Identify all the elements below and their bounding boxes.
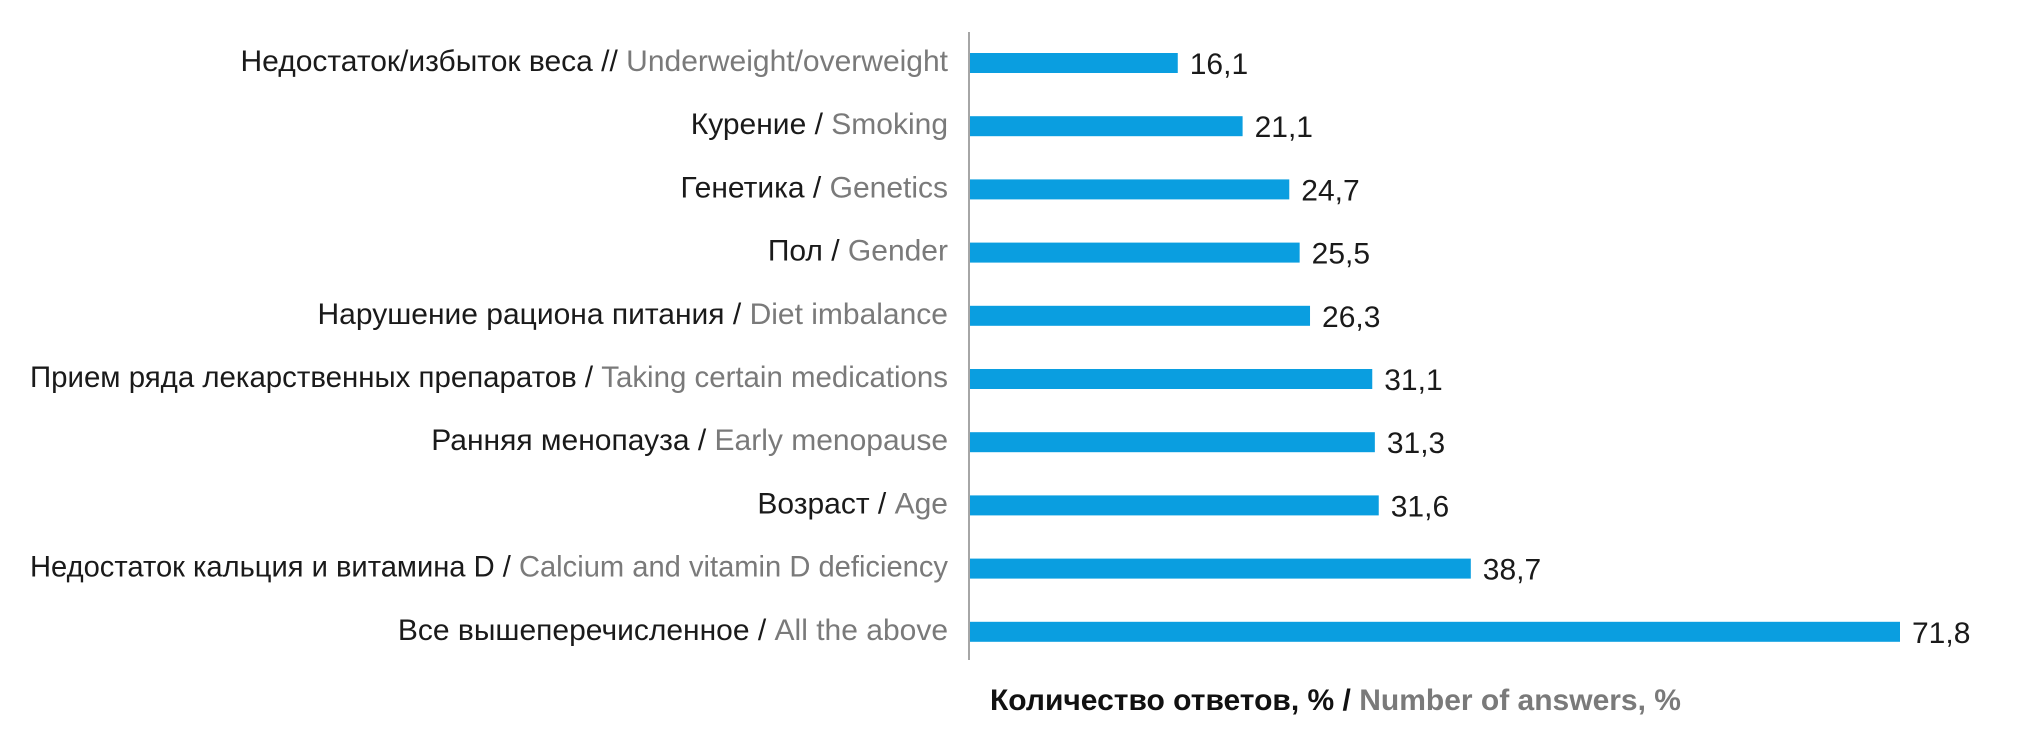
category-label: Все вышеперечисленное / All the above: [398, 614, 948, 647]
category-label-ru: Недостаток кальция и витамина D: [30, 551, 495, 584]
category-label-separator: /: [577, 361, 602, 394]
category-label: Ранняя менопауза / Early menopause: [431, 424, 948, 457]
category-label: Пол / Gender: [768, 235, 948, 268]
category-label-ru: Нарушение рациона питания: [318, 298, 725, 331]
category-label-en: All the above: [775, 614, 948, 647]
category-label-separator: /: [725, 298, 750, 331]
bars-group: [969, 53, 1900, 642]
category-label: Недостаток/избыток веса // Underweight/o…: [241, 45, 949, 78]
category-labels-group: Недостаток/избыток веса // Underweight/o…: [30, 45, 949, 647]
category-label-en: Genetics: [830, 171, 948, 204]
category-label-separator: /: [495, 551, 519, 584]
category-label-ru: Генетика: [680, 171, 804, 204]
bar-value-label: 16,1: [1190, 48, 1248, 81]
bar-value-label: 31,3: [1387, 427, 1445, 460]
category-label-separator: /: [805, 171, 830, 204]
category-label-ru: Недостаток/избыток веса: [241, 45, 594, 78]
category-label-en: Gender: [848, 235, 948, 268]
category-label-en: Diet imbalance: [750, 298, 948, 331]
bar-value-label: 31,1: [1384, 364, 1442, 397]
bar-value-label: 26,3: [1322, 301, 1380, 334]
category-label-en: Taking certain medications: [601, 361, 948, 394]
category-label-en: Early menopause: [715, 424, 948, 457]
category-label-ru: Прием ряда лекарственных препаратов: [30, 361, 577, 394]
bar: [969, 558, 1471, 579]
category-label-ru: Пол: [768, 235, 823, 268]
category-label-separator: /: [823, 235, 848, 268]
bar: [969, 369, 1373, 389]
category-label-ru: Курение: [691, 108, 807, 141]
bar: [969, 242, 1300, 263]
category-label-separator: //: [593, 45, 626, 78]
category-label-en: Underweight/overweight: [626, 45, 949, 78]
bar: [969, 305, 1311, 326]
bar: [969, 495, 1379, 516]
bar: [969, 621, 1900, 642]
bar-value-label: 24,7: [1301, 174, 1359, 207]
category-label-en: Age: [895, 487, 948, 520]
bar: [969, 179, 1290, 200]
category-label: Генетика / Genetics: [680, 171, 948, 204]
category-label-separator: /: [690, 424, 715, 457]
category-label-en: Calcium and vitamin D deficiency: [519, 551, 948, 584]
category-label: Прием ряда лекарственных препаратов / Ta…: [30, 361, 948, 394]
bar-value-label: 71,8: [1912, 617, 1970, 650]
category-label-separator: /: [806, 108, 831, 141]
value-labels-group: 16,121,1 24,7 25,5 26,331,1 31,3 31,6 38,7 71,8: [1190, 48, 1971, 650]
bar-value-label: 25,5: [1312, 238, 1370, 271]
bar-value-label: 31,6: [1391, 490, 1449, 523]
category-label: Недостаток кальция и витамина D / Calciu…: [30, 551, 948, 584]
bar: [969, 53, 1178, 73]
bar: [969, 116, 1243, 137]
category-label: Нарушение рациона питания / Diet imbalan…: [318, 298, 949, 331]
bar: [969, 432, 1375, 453]
category-label-separator: /: [750, 614, 775, 647]
bar-value-label: 38,7: [1483, 554, 1541, 587]
x-axis-title: Количество ответов, % / Number of answer…: [990, 684, 1681, 717]
x-axis-title-en: Number of answers, %: [1359, 684, 1681, 717]
category-label-separator: /: [870, 487, 895, 520]
bar-value-label: 21,1: [1255, 111, 1313, 144]
category-label: Возраст / Age: [757, 487, 948, 520]
category-label: Курение / Smoking: [691, 108, 948, 141]
category-label-ru: Ранняя менопауза: [431, 424, 690, 457]
category-label-en: Smoking: [831, 108, 948, 141]
x-axis-title-ru: Количество ответов, % /: [990, 684, 1359, 717]
category-label-ru: Возраст: [757, 487, 869, 520]
category-label-ru: Все вышеперечисленное: [398, 614, 750, 647]
